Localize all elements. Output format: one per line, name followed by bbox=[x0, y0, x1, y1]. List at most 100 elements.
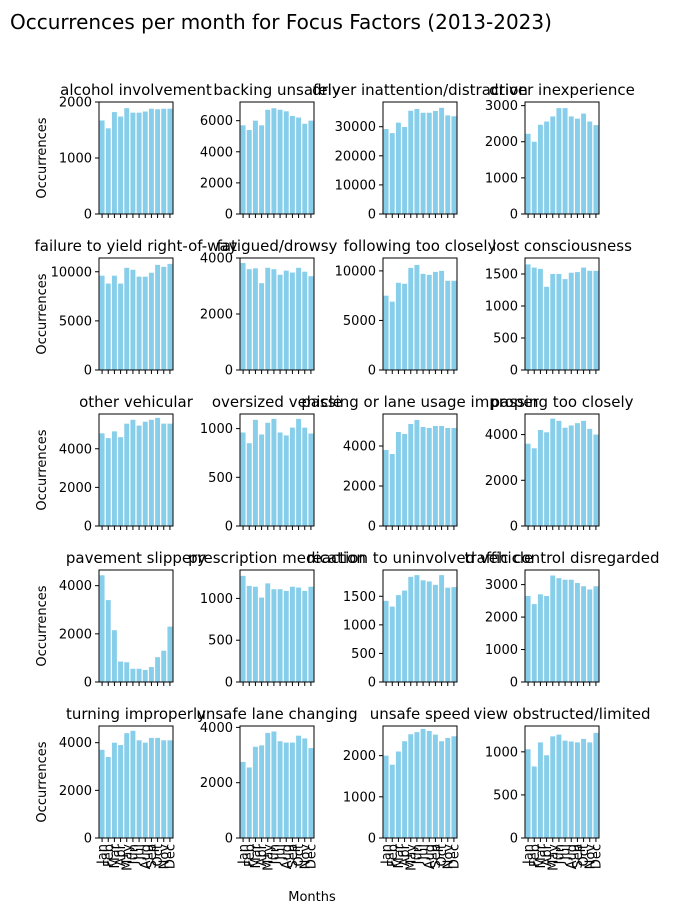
bar bbox=[395, 282, 401, 370]
subplot: unsafe speed 0 1000 2000 JanFebMarAprMayJunJ… bbox=[343, 705, 470, 871]
bar bbox=[246, 269, 252, 370]
x-tick-label: Nov bbox=[583, 844, 598, 870]
x-tick-label: Sep bbox=[429, 844, 444, 869]
bar bbox=[161, 266, 167, 370]
subplot-title: pavement slippery bbox=[66, 549, 206, 567]
x-tick-label: Aug bbox=[423, 844, 438, 869]
plot-frame bbox=[382, 101, 458, 215]
bar bbox=[414, 108, 420, 214]
bar bbox=[432, 734, 438, 838]
bar bbox=[562, 427, 568, 526]
x-tick-label: Nov bbox=[157, 844, 172, 870]
y-tick-label: 0 bbox=[510, 208, 518, 223]
bar bbox=[246, 443, 252, 526]
bar bbox=[277, 109, 283, 214]
bar bbox=[296, 735, 302, 838]
y-tick-label: 4000 bbox=[200, 252, 233, 267]
plot-frame bbox=[239, 101, 315, 215]
bar bbox=[426, 730, 432, 838]
subplot-title: following too closely bbox=[344, 237, 497, 255]
bar bbox=[308, 276, 314, 370]
bar bbox=[105, 600, 111, 682]
bar bbox=[289, 116, 295, 214]
bar bbox=[124, 662, 130, 682]
y-tick-label: 2000 bbox=[200, 776, 233, 791]
x-tick-label: Jan bbox=[522, 844, 537, 865]
bar bbox=[383, 600, 389, 682]
y-tick-label: 30000 bbox=[335, 120, 376, 135]
bar bbox=[562, 279, 568, 370]
bar bbox=[439, 575, 445, 682]
y-tick-label: 0 bbox=[84, 520, 92, 535]
x-tick-label: Jan bbox=[96, 844, 111, 865]
bar bbox=[550, 274, 556, 370]
bar bbox=[445, 115, 451, 214]
bar bbox=[525, 749, 531, 838]
subplot-title: unsafe speed bbox=[370, 705, 471, 723]
x-tick-label: Sep bbox=[571, 844, 586, 869]
y-tick-label: 0 bbox=[225, 832, 233, 847]
x-tick-label: Jun bbox=[267, 844, 282, 865]
bar bbox=[389, 133, 395, 214]
y-tick-label: 0 bbox=[84, 364, 92, 379]
bar bbox=[525, 595, 531, 682]
bar bbox=[302, 738, 308, 838]
bar bbox=[439, 741, 445, 838]
bar bbox=[252, 120, 258, 214]
subplot: other vehicular 0 2000 4000 Occurrences bbox=[35, 393, 194, 535]
x-tick-label: Nov bbox=[441, 844, 456, 870]
bar bbox=[118, 661, 124, 682]
y-tick-label: 5000 bbox=[59, 314, 92, 329]
bar bbox=[568, 741, 574, 838]
subplot: driver inexperience 0 1000 2000 3000 bbox=[485, 81, 635, 223]
bar bbox=[395, 122, 401, 214]
bar bbox=[271, 269, 277, 370]
bar bbox=[111, 742, 117, 838]
bar bbox=[525, 133, 531, 214]
bar bbox=[296, 418, 302, 526]
x-tick-label: Jan bbox=[380, 844, 395, 865]
x-tick-label: Jul bbox=[133, 844, 148, 861]
bar bbox=[136, 668, 142, 682]
y-tick-label: 0 bbox=[225, 208, 233, 223]
bar bbox=[259, 125, 265, 214]
bar bbox=[587, 428, 593, 526]
bar bbox=[537, 430, 543, 526]
y-tick-label: 2000 bbox=[59, 96, 92, 111]
x-tick-label: Aug bbox=[139, 844, 154, 869]
bar bbox=[581, 738, 587, 838]
bar bbox=[111, 630, 117, 682]
bar bbox=[439, 270, 445, 370]
bar bbox=[414, 264, 420, 370]
bar bbox=[531, 766, 537, 838]
x-tick-label: Jun bbox=[126, 844, 141, 865]
x-tick-label: Mar bbox=[392, 843, 407, 868]
bar bbox=[283, 435, 289, 526]
y-tick-label: 1500 bbox=[485, 268, 518, 283]
bar bbox=[289, 427, 295, 526]
bar bbox=[537, 742, 543, 838]
x-tick-label: May bbox=[120, 844, 135, 871]
bar bbox=[420, 112, 426, 214]
y-tick-label: 1000 bbox=[200, 422, 233, 437]
y-tick-label: 0 bbox=[510, 676, 518, 691]
subplot-title: failure to yield right-of-way bbox=[34, 237, 237, 255]
x-tick-label: Apr bbox=[540, 843, 555, 866]
y-tick-label: 20000 bbox=[335, 149, 376, 164]
subplot: lost consciousness 0 500 1000 1500 bbox=[485, 237, 632, 379]
bar bbox=[408, 267, 414, 370]
bar bbox=[556, 108, 562, 214]
bar bbox=[537, 268, 543, 370]
bar bbox=[581, 113, 587, 214]
x-tick-label: Feb bbox=[102, 844, 117, 867]
bar bbox=[426, 112, 432, 214]
y-tick-label: 2000 bbox=[485, 611, 518, 626]
y-tick-label: 1000 bbox=[485, 643, 518, 658]
bar bbox=[265, 583, 271, 682]
bar bbox=[574, 118, 580, 214]
bar bbox=[142, 276, 148, 370]
bar bbox=[302, 123, 308, 214]
bar bbox=[556, 420, 562, 526]
subplot-title: alcohol involvement bbox=[60, 81, 212, 99]
x-tick-label: May bbox=[404, 844, 419, 871]
